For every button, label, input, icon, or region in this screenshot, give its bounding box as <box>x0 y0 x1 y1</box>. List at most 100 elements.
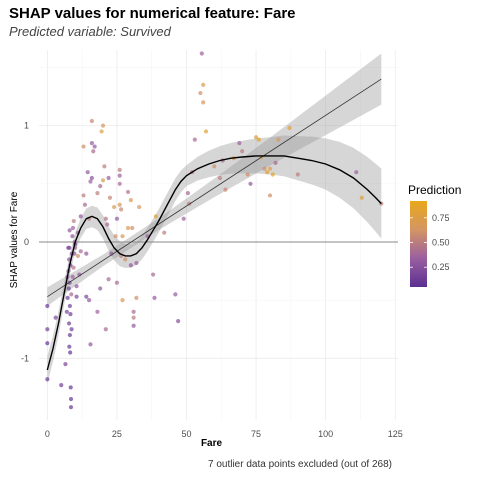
data-point <box>125 189 131 195</box>
data-point <box>99 129 104 134</box>
data-point <box>81 193 86 198</box>
data-point <box>117 173 122 178</box>
data-point <box>131 315 136 320</box>
data-point <box>95 309 100 314</box>
data-point <box>70 234 75 239</box>
data-point <box>212 164 217 169</box>
smooth-curve <box>46 155 382 371</box>
data-point <box>173 292 178 297</box>
data-point <box>137 204 142 210</box>
data-point <box>153 214 158 219</box>
data-point <box>152 295 157 300</box>
data-point <box>45 303 50 309</box>
linear-ci-ribbon <box>47 53 382 306</box>
data-point <box>70 274 75 279</box>
data-point <box>128 197 133 203</box>
data-point <box>117 181 122 186</box>
data-point <box>66 286 71 291</box>
x-tick-label: 125 <box>388 429 403 439</box>
data-point <box>113 234 118 239</box>
data-point <box>295 172 300 177</box>
data-point <box>71 218 76 224</box>
data-point <box>130 225 135 231</box>
data-point <box>245 172 250 177</box>
data-point <box>78 249 83 254</box>
data-point <box>85 170 90 175</box>
data-point <box>68 405 74 410</box>
data-point <box>88 179 93 184</box>
data-point <box>114 216 120 221</box>
fit-lines <box>46 78 382 371</box>
data-point <box>270 172 275 177</box>
data-point <box>253 135 259 140</box>
data-point <box>89 175 94 181</box>
legend-title: Prediction <box>408 183 462 197</box>
legend-tick-label: 0.25 <box>432 262 450 272</box>
data-point <box>203 129 209 134</box>
data-point <box>128 263 133 268</box>
data-point <box>82 202 88 207</box>
data-point <box>240 149 245 154</box>
x-tick-label: 0 <box>45 429 50 439</box>
data-point <box>92 144 97 149</box>
legend-color-bar <box>410 201 427 287</box>
data-point <box>59 382 64 388</box>
smooth-ci-ribbon <box>47 135 382 384</box>
data-point <box>112 204 117 210</box>
data-point <box>131 309 136 314</box>
data-point <box>67 303 72 309</box>
data-point <box>106 277 111 282</box>
data-point <box>114 280 120 285</box>
data-point <box>106 175 111 181</box>
data-point <box>151 272 156 277</box>
data-point <box>267 193 273 198</box>
data-point <box>71 265 76 270</box>
linear-fit-line <box>47 78 382 298</box>
data-point <box>98 286 103 291</box>
data-point <box>354 170 359 175</box>
data-point <box>68 312 73 317</box>
data-point <box>67 228 72 233</box>
data-point <box>131 323 136 328</box>
legend-tick-label: 0.75 <box>432 213 450 223</box>
data-point <box>100 178 106 183</box>
data-point <box>53 315 58 320</box>
data-point <box>45 327 50 332</box>
data-point <box>120 234 125 239</box>
data-point <box>134 260 139 266</box>
data-point <box>223 187 228 192</box>
data-point <box>265 170 270 175</box>
data-point <box>68 385 73 390</box>
data-point <box>78 214 83 219</box>
chart-subtitle: Predicted variable: Survived <box>9 24 171 39</box>
data-point <box>123 257 128 262</box>
data-point <box>45 377 50 382</box>
data-point <box>89 140 94 146</box>
y-tick-labels: -1 0 1 <box>21 121 29 364</box>
data-point <box>125 225 131 231</box>
x-tick-label: 100 <box>318 429 333 439</box>
y-tick-label: 1 <box>24 121 29 131</box>
data-point <box>276 137 281 142</box>
data-point <box>117 167 122 172</box>
data-point <box>89 118 94 124</box>
data-point <box>86 298 92 303</box>
x-tick-label: 50 <box>181 429 191 439</box>
data-point <box>134 295 139 300</box>
y-tick-label: -1 <box>21 353 29 363</box>
data-point <box>98 184 103 189</box>
data-point <box>359 195 364 200</box>
data-point <box>45 341 50 346</box>
data-point <box>67 344 72 349</box>
x-axis-label: Fare <box>201 438 223 449</box>
chart-caption: 7 outlier data points excluded (out of 2… <box>207 459 392 470</box>
data-point <box>70 225 76 231</box>
data-point <box>176 319 181 324</box>
data-point <box>68 350 73 355</box>
data-point <box>201 82 206 88</box>
data-point <box>100 123 106 128</box>
confidence-ribbons <box>47 53 382 384</box>
x-tick-labels: 0 25 50 75 100 125 <box>45 429 403 439</box>
y-axis-label: SHAP values for Fare <box>9 191 20 288</box>
x-tick-label: 75 <box>251 429 261 439</box>
